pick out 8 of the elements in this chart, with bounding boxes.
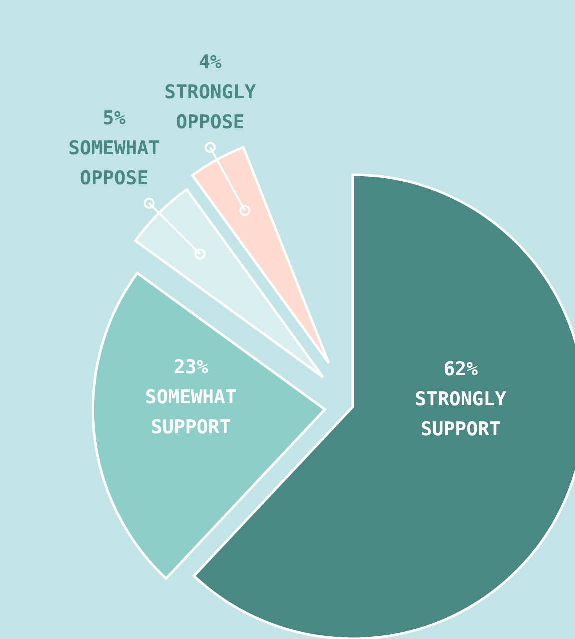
- data-label: 23%: [174, 356, 209, 378]
- slice-label: STRONGLY OPPOSE: [164, 82, 257, 134]
- data-label: 5%: [102, 107, 126, 130]
- slice-label: STRONGLY SUPPORT: [415, 388, 508, 441]
- data-label: 62%: [444, 358, 479, 381]
- slice-label: SOMEWHAT SUPPORT: [145, 386, 237, 438]
- data-label: 4%: [198, 52, 222, 74]
- slice-label: SOMEWHAT OPPOSE: [68, 137, 160, 190]
